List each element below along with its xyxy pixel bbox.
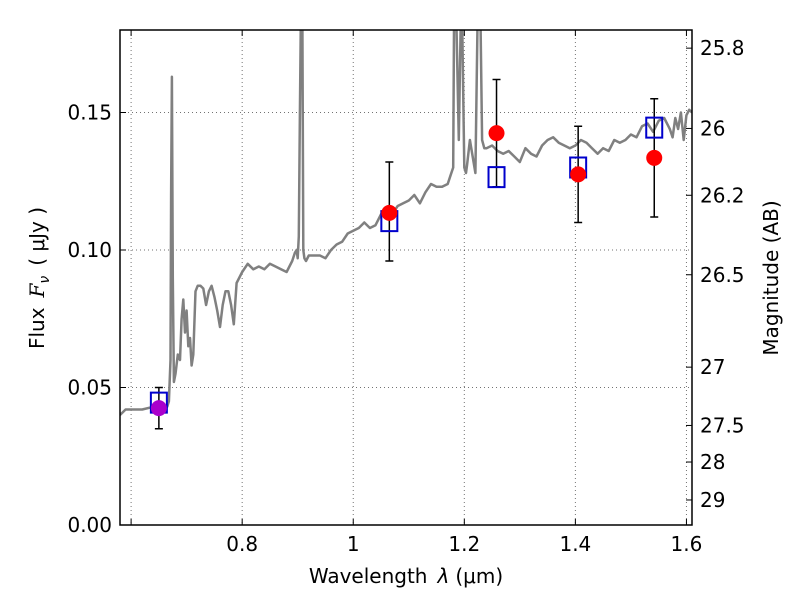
- observed-point: [646, 149, 663, 166]
- y2-tick-label: 25.8: [700, 36, 745, 60]
- model-photometry-marker: [487, 166, 506, 189]
- y-axis-label: Flux Fν ( μJy ): [25, 207, 53, 349]
- y-tick-label: 0.05: [67, 376, 112, 400]
- observed-point: [150, 400, 167, 417]
- y2-tick-label: 26.2: [700, 183, 745, 207]
- plot-frame: [119, 29, 693, 526]
- x-axis-label: Wavelength λ (μm): [309, 564, 503, 588]
- observed-point: [381, 204, 398, 221]
- y2-tick-label: 27: [700, 355, 725, 379]
- x-tick-label: 0.8: [226, 532, 258, 556]
- y2-tick-label: 26: [700, 116, 725, 140]
- grid-layer: [120, 30, 692, 525]
- x-axis-label-symbol: λ: [437, 564, 450, 588]
- y-axis-label-symbol: F: [25, 282, 49, 298]
- y-axis-label-unit: ( μJy ): [25, 207, 49, 266]
- model-photometry-marker: [645, 116, 664, 139]
- y2-tick-label: 29: [700, 488, 725, 512]
- x-tick-label: 1.2: [448, 532, 480, 556]
- y-tick-label: 0.15: [67, 101, 112, 125]
- y-axis-label-text: Flux: [25, 307, 49, 349]
- model-spectrum-line: [120, 30, 692, 416]
- x-axis-label-unit: (μm): [455, 564, 503, 588]
- y-axis-label-subscript: ν: [37, 276, 53, 284]
- x-tick-label: 1.6: [671, 532, 703, 556]
- y2-axis-label: Magnitude (AB): [759, 200, 783, 355]
- plot-layer: [120, 30, 692, 430]
- x-tick-label: 1.4: [559, 532, 591, 556]
- x-axis-label-text: Wavelength: [309, 564, 428, 588]
- y2-tick-label: 28: [700, 450, 725, 474]
- x-tick-label: 1: [347, 532, 360, 556]
- observed-point: [488, 125, 505, 142]
- tick-layer: 0.8 1 1.2 1.4 1.6 0.00 0.05 0.10 0.15 25.8 26 26.2 2…: [67, 30, 745, 556]
- y2-tick-label: 27.5: [700, 413, 745, 437]
- observed-point: [570, 166, 587, 183]
- y-tick-label: 0.10: [67, 238, 112, 262]
- y-tick-label: 0.00: [67, 513, 112, 537]
- y2-tick-label: 26.5: [700, 263, 745, 287]
